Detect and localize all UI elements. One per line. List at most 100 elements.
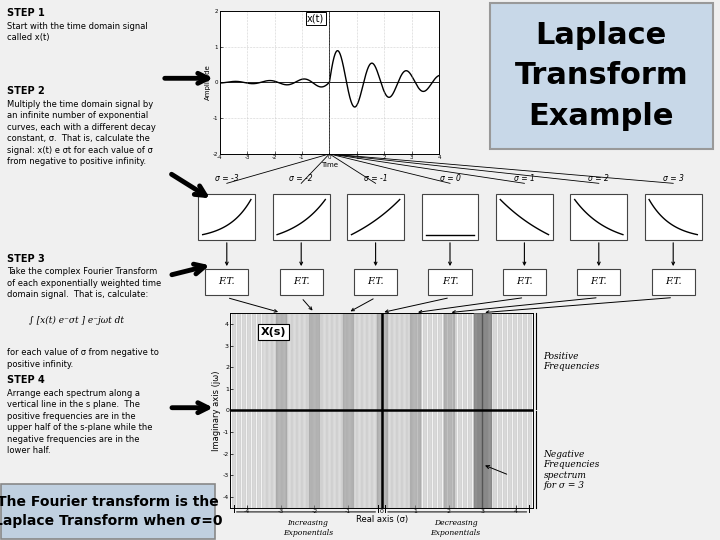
Bar	[387, 313, 391, 508]
FancyBboxPatch shape	[273, 194, 330, 240]
Y-axis label: Imaginary axis (jω): Imaginary axis (jω)	[212, 370, 221, 451]
Bar	[323, 313, 325, 508]
Bar	[328, 313, 330, 508]
FancyBboxPatch shape	[577, 269, 621, 295]
Text: F.T.: F.T.	[590, 278, 607, 286]
Bar	[413, 313, 416, 508]
Text: σ = 0: σ = 0	[440, 174, 460, 184]
Bar	[310, 313, 320, 508]
Bar	[247, 313, 251, 508]
FancyBboxPatch shape	[428, 269, 472, 295]
Bar	[357, 313, 361, 508]
Text: σ = 1: σ = 1	[514, 174, 535, 184]
Text: STEP 3: STEP 3	[7, 254, 45, 264]
Text: The Fourier transform is the
Laplace Transform when σ=0: The Fourier transform is the Laplace Tra…	[0, 496, 222, 528]
Text: STEP 2: STEP 2	[7, 86, 45, 97]
Y-axis label: Amplitude: Amplitude	[205, 64, 212, 100]
Bar	[453, 313, 456, 508]
Text: F.T.: F.T.	[665, 278, 682, 286]
FancyBboxPatch shape	[205, 269, 248, 295]
Bar	[343, 313, 353, 508]
Bar	[267, 313, 271, 508]
X-axis label: Time: Time	[321, 161, 338, 168]
Bar	[347, 313, 351, 508]
Text: Multiply the time domain signal by
an infinite number of exponential
curves, eac: Multiply the time domain signal by an in…	[7, 100, 156, 166]
Bar	[463, 313, 466, 508]
Bar	[498, 313, 501, 508]
Bar	[410, 313, 420, 508]
Bar	[318, 313, 320, 508]
Bar	[367, 313, 371, 508]
Bar	[438, 313, 441, 508]
Bar	[428, 313, 431, 508]
Bar	[482, 313, 486, 508]
Bar	[262, 313, 266, 508]
Bar	[382, 313, 386, 508]
Text: for each value of σ from negative to
positive infinity.: for each value of σ from negative to pos…	[7, 348, 159, 369]
Text: Laplace
Transform
Example: Laplace Transform Example	[514, 21, 688, 131]
Text: F.T.: F.T.	[516, 278, 533, 286]
FancyBboxPatch shape	[279, 269, 323, 295]
Bar	[418, 313, 421, 508]
Bar	[377, 313, 381, 508]
Text: STEP 4: STEP 4	[7, 375, 45, 386]
Bar	[252, 313, 256, 508]
Bar	[487, 313, 491, 508]
Bar	[444, 313, 454, 508]
Bar	[292, 313, 296, 508]
Bar	[277, 313, 281, 508]
Bar	[477, 313, 487, 508]
Bar	[402, 313, 406, 508]
Bar	[276, 313, 286, 508]
Text: Arrange each spectrum along a
vertical line in the s plane.  The
positive freque: Arrange each spectrum along a vertical l…	[7, 389, 153, 455]
FancyBboxPatch shape	[490, 3, 713, 148]
FancyBboxPatch shape	[645, 194, 701, 240]
Bar	[423, 313, 426, 508]
Bar	[372, 313, 376, 508]
Bar	[443, 313, 446, 508]
X-axis label: Real axis (σ): Real axis (σ)	[356, 515, 408, 524]
Text: F.T.: F.T.	[367, 278, 384, 286]
Bar	[503, 313, 506, 508]
Bar	[408, 313, 411, 508]
Bar	[272, 313, 276, 508]
Text: σ = -3: σ = -3	[215, 174, 238, 184]
Text: F.T.: F.T.	[441, 278, 459, 286]
FancyBboxPatch shape	[347, 194, 404, 240]
Text: x(t): x(t)	[307, 14, 324, 24]
FancyBboxPatch shape	[354, 269, 397, 295]
FancyBboxPatch shape	[199, 194, 256, 240]
Bar	[392, 313, 396, 508]
FancyBboxPatch shape	[652, 269, 695, 295]
Bar	[338, 313, 341, 508]
Bar	[513, 313, 516, 508]
Text: ∫ [x(t) e⁻σt ] e⁻jωt dt: ∫ [x(t) e⁻σt ] e⁻jωt dt	[29, 316, 124, 325]
Bar	[474, 313, 491, 508]
Bar	[467, 313, 471, 508]
Bar	[287, 313, 291, 508]
Bar	[352, 313, 356, 508]
Bar	[342, 313, 346, 508]
Text: Take the complex Fourier Transform
of each exponentially weighted time
domain si: Take the complex Fourier Transform of ea…	[7, 267, 161, 299]
Bar	[518, 313, 521, 508]
Bar	[242, 313, 246, 508]
Bar	[307, 313, 310, 508]
Bar	[237, 313, 240, 508]
Text: Decreasing
Exponentials: Decreasing Exponentials	[431, 519, 480, 537]
FancyBboxPatch shape	[503, 269, 546, 295]
Bar	[448, 313, 451, 508]
Text: F.T.: F.T.	[218, 278, 235, 286]
FancyBboxPatch shape	[1, 484, 215, 539]
Text: X(s): X(s)	[261, 327, 286, 337]
FancyBboxPatch shape	[422, 194, 478, 240]
Text: Positive
Frequencies: Positive Frequencies	[544, 352, 600, 371]
FancyBboxPatch shape	[570, 194, 627, 240]
Bar	[492, 313, 496, 508]
Bar	[302, 313, 305, 508]
Bar	[397, 313, 401, 508]
Bar	[528, 313, 531, 508]
Text: F.T.: F.T.	[293, 278, 310, 286]
Text: STEP 1: STEP 1	[7, 8, 45, 18]
Text: Increasing
Exponentials: Increasing Exponentials	[283, 519, 333, 537]
Text: σ = -1: σ = -1	[364, 174, 387, 184]
